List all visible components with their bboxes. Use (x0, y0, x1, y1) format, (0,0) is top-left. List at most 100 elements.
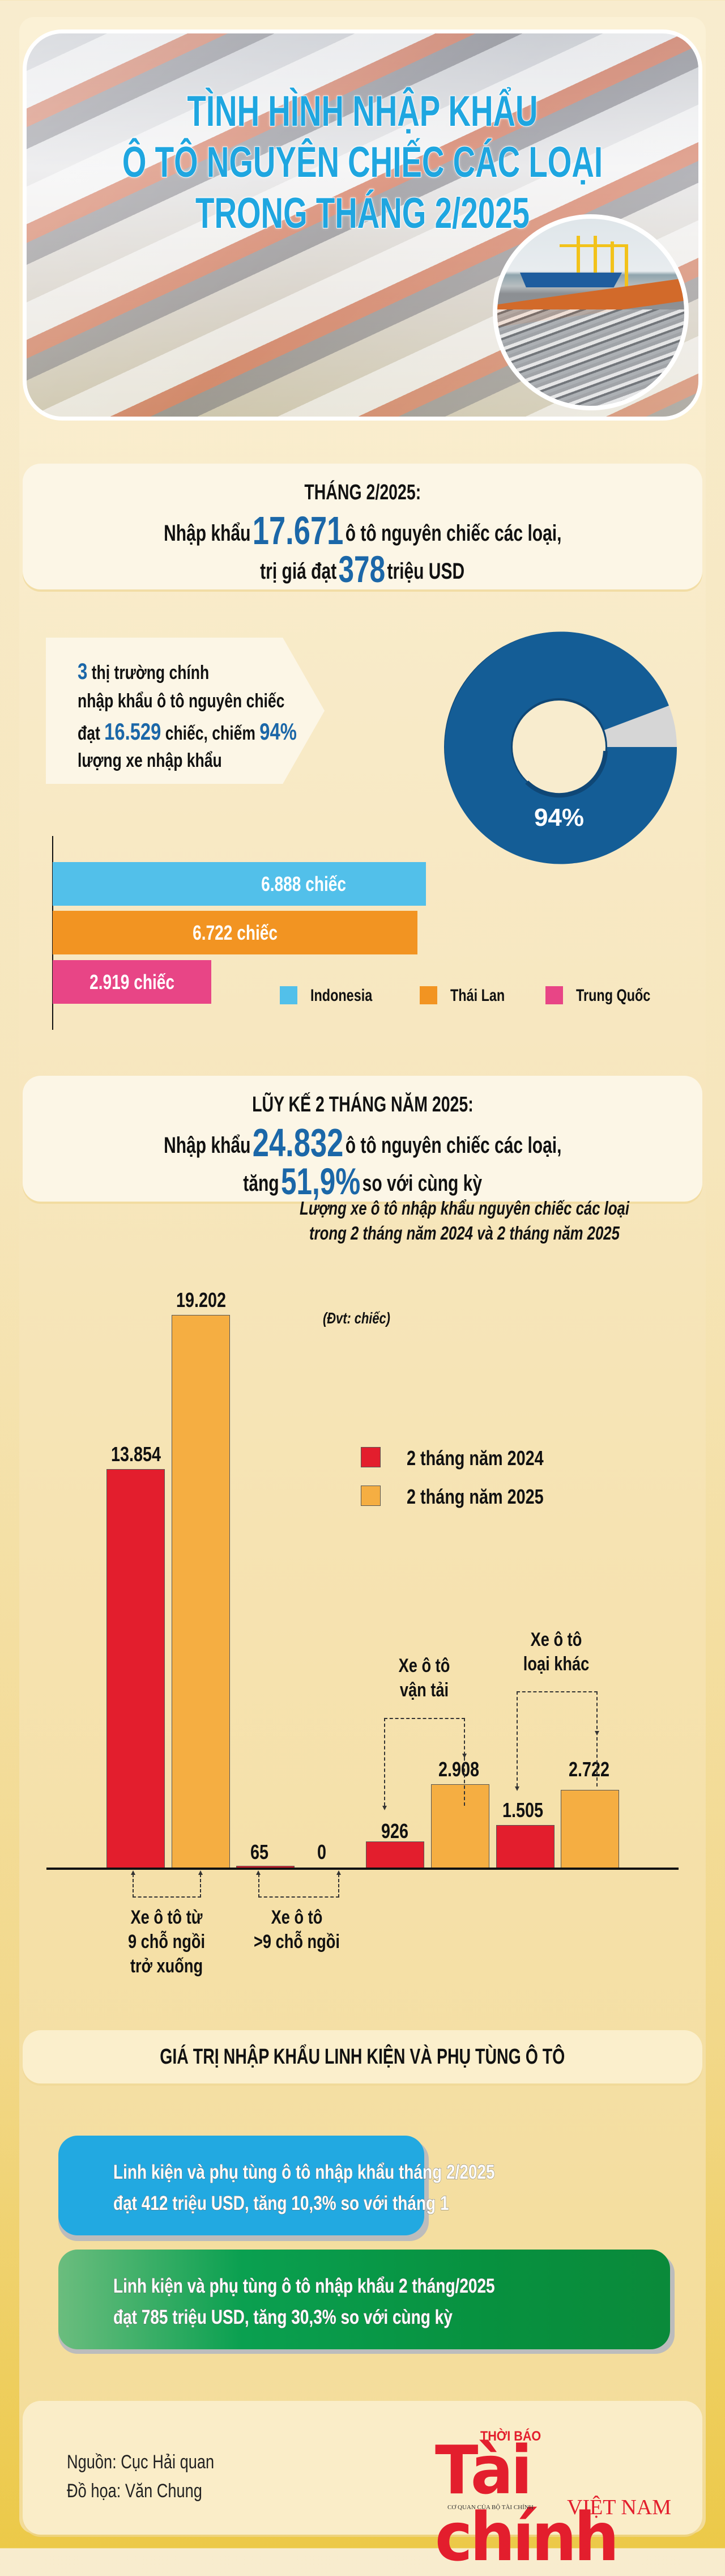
vbar-cat1-2025 (172, 1315, 230, 1868)
crane-icon (625, 244, 628, 287)
components-month-box (58, 2136, 424, 2235)
cat1-label: Xe ô tô từ 9 chỗ ngồi trở xuống (128, 1907, 205, 1977)
markets-count: 3 (78, 659, 88, 684)
legend-china-swatch (545, 986, 563, 1004)
ytd-line2-suffix: so với cùng kỳ (362, 1171, 482, 1196)
legend-indonesia: Indonesia (310, 986, 373, 1005)
ytd-line1-suffix: ô tô nguyên chiếc các loại, (345, 1133, 562, 1158)
hbar-indonesia: 6.888 chiếc (53, 862, 426, 906)
month-import-count: 17.671 (252, 508, 344, 553)
donut-label: 94% (534, 804, 584, 831)
vchart-title-line1: Lượng xe ô tô nhập khẩu nguyên chiếc các… (299, 1198, 630, 1219)
hero-title-line-2: Ô TÔ NGUYÊN CHIẾC CÁC LOẠI (122, 138, 603, 186)
legend-2025: 2 tháng năm 2025 (407, 1485, 544, 1508)
logo-tagline: CƠ QUAN CỦA BỘ TÀI CHÍNH (447, 2504, 534, 2511)
crane-icon (611, 241, 614, 287)
markets-line2: nhập khẩu ô tô nguyên chiếc (78, 690, 285, 712)
arrow-up-icon (131, 1870, 135, 1875)
footer-box (23, 2401, 702, 2535)
crane-icon (577, 236, 580, 287)
hbar-china-label: 2.919 chiếc (89, 970, 174, 994)
hero-title-line-1: TÌNH HÌNH NHẬP KHẨU (187, 87, 539, 135)
components-ytd-line1: Linh kiện và phụ tùng ô tô nhập khẩu 2 t… (113, 2275, 495, 2297)
vchart-unit: (Đvt: chiếc) (323, 1309, 390, 1327)
hbar-indonesia-label: 6.888 chiếc (261, 872, 346, 896)
vchart-baseline (46, 1868, 679, 1870)
vbar-cat1-2024 (106, 1469, 165, 1868)
vbar-cat3-2025 (431, 1784, 489, 1868)
vlabel-cat1-2024: 13.854 (110, 1442, 161, 1466)
cat2-label: Xe ô tô >9 chỗ ngồi (254, 1907, 340, 1953)
arrow-up-icon (256, 1870, 261, 1875)
markets-line4: lượng xe nhập khẩu (78, 750, 222, 771)
vlabel-cat2-2025: 0 (317, 1840, 327, 1864)
components-heading: GIÁ TRỊ NHẬP KHẨU LINH KIỆN VÀ PHỤ TÙNG … (160, 2045, 565, 2069)
ytd-summary-box: LŨY KẾ 2 THÁNG NĂM 2025: Nhập khẩu 24.83… (23, 1076, 702, 1202)
vchart-title-line2: trong 2 tháng năm 2024 và 2 tháng năm 20… (309, 1223, 620, 1244)
vbar-cat4-2025 (561, 1790, 619, 1868)
components-month-line1: Linh kiện và phụ tùng ô tô nhập khẩu thá… (113, 2161, 495, 2183)
vlabel-cat3-2024: 926 (381, 1819, 409, 1843)
connector-cat3 (384, 1718, 465, 1806)
components-ytd-line2: đạt 785 triệu USD, tăng 30,3% so với cùn… (113, 2306, 453, 2328)
arrow-down-icon (515, 1786, 519, 1791)
vlabel-cat2-2024: 65 (250, 1840, 269, 1864)
logo-country: VIỆT NAM (567, 2496, 672, 2519)
legend-china: Trung Quốc (576, 986, 651, 1005)
ytd-line1-prefix: Nhập khẩu (163, 1133, 251, 1158)
donut-slice-main (445, 631, 677, 864)
arrow-down-icon (595, 1731, 599, 1735)
parked-cars-shape (497, 309, 684, 406)
legend-thailand-swatch (420, 986, 437, 1004)
connector-cat2 (258, 1874, 339, 1898)
cat3-label: Xe ô tô vận tải (398, 1655, 450, 1701)
month-line2-suffix: triệu USD (387, 559, 465, 584)
legend-2024-swatch (361, 1447, 381, 1467)
share-donut-chart: 94% (444, 631, 677, 864)
crane-icon (560, 244, 628, 247)
ytd-line2-prefix: tăng (243, 1171, 279, 1196)
arrow-up-icon (198, 1870, 203, 1875)
hbar-thailand: 6.722 chiếc (53, 911, 417, 954)
markets-line3-prefix: đạt (78, 723, 100, 744)
ship-icon (520, 273, 622, 287)
month-line1-prefix: Nhập khẩu (163, 521, 251, 546)
vbar-cat3-2024 (366, 1841, 424, 1868)
components-heading-box: GIÁ TRỊ NHẬP KHẨU LINH KIỆN VÀ PHỤ TÙNG … (23, 2030, 702, 2083)
port-car-yard-photo (493, 214, 689, 410)
vlabel-cat4-2025: 2.722 (568, 1758, 610, 1781)
arrow-down-icon (382, 1806, 387, 1810)
markets-share: 94% (259, 718, 297, 745)
crane-icon (594, 236, 597, 287)
month-import-value: 378 (338, 548, 386, 590)
month-summary-box: THÁNG 2/2025: Nhập khẩu 17.671 ô tô nguy… (23, 464, 702, 590)
month-line2-prefix: trị giá đạt (260, 559, 337, 584)
legend-indonesia-swatch (280, 986, 297, 1004)
infographic-panel (19, 17, 706, 2533)
components-ytd-box (58, 2250, 670, 2349)
vchart-title: Lượng xe ô tô nhập khẩu nguyên chiếc các… (297, 1196, 633, 1246)
connector-cat4 (517, 1691, 598, 1786)
footer-source: Nguồn: Cục Hải quan (67, 2451, 215, 2473)
legend-2025-swatch (361, 1486, 381, 1506)
ytd-summary-heading: LŨY KẾ 2 THÁNG NĂM 2025: (251, 1093, 474, 1117)
markets-callout: 3 thị trường chính nhập khẩu ô tô nguyên… (46, 638, 325, 784)
vlabel-cat1-2025: 19.202 (176, 1288, 227, 1312)
hbar-thailand-label: 6.722 chiếc (193, 920, 278, 944)
vlabel-cat4-2024: 1.505 (502, 1798, 544, 1822)
connector-cat1 (133, 1874, 201, 1898)
month-line1-suffix: ô tô nguyên chiếc các loại, (345, 521, 562, 546)
donut-hole (513, 701, 605, 793)
footer-graphics: Đồ họa: Văn Chung (67, 2480, 202, 2502)
donut-slice-other (604, 706, 677, 747)
hbar-china: 2.919 chiếc (53, 960, 211, 1004)
components-month-line2: đạt 412 triệu USD, tăng 10,3% so với thá… (113, 2192, 449, 2214)
legend-2024: 2 tháng năm 2024 (407, 1446, 544, 1470)
legend-thailand: Thái Lan (450, 986, 505, 1005)
cat4-label: Xe ô tô loại khác (523, 1629, 590, 1675)
markets-line3-mid: chiếc, chiếm (165, 723, 255, 744)
donut-inner-shadow (525, 750, 608, 798)
hero-title-line-3: TRONG THÁNG 2/2025 (195, 189, 530, 237)
logo-top: THỜI BÁO (480, 2429, 541, 2444)
month-summary-heading: THÁNG 2/2025: (304, 481, 421, 504)
